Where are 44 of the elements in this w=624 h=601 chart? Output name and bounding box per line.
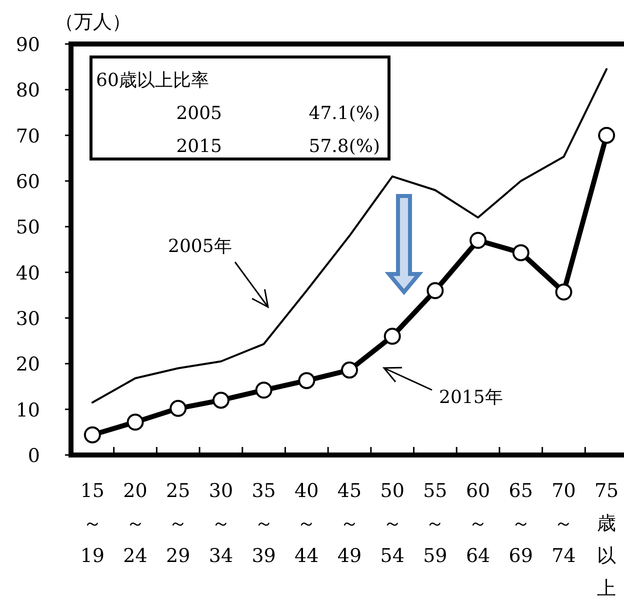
- x-tick-label: 55～59: [423, 480, 448, 567]
- annotation: 60歳以上比率: [96, 70, 209, 91]
- x-tick-label: 75歳以上: [594, 480, 619, 600]
- point: [170, 400, 187, 417]
- x-tick-label: 30～34: [208, 480, 234, 567]
- x-tick-label: 35～39: [252, 480, 276, 567]
- point: [84, 426, 101, 444]
- point: [512, 244, 530, 262]
- annotation: 2015: [176, 136, 222, 157]
- point: [426, 282, 444, 300]
- y-tick-label: 80: [16, 80, 40, 102]
- y-tick-label: 70: [16, 125, 40, 148]
- point: [341, 362, 358, 379]
- annotation: 2015年: [439, 387, 503, 408]
- y-tick-label: 0: [28, 445, 40, 467]
- y-tick-label: 90: [16, 34, 40, 56]
- y-tick-label: 40: [16, 262, 40, 284]
- y-axis-title: （万人）: [55, 11, 131, 33]
- point: [598, 126, 616, 144]
- point: [555, 283, 572, 300]
- y-tick-label: 50: [16, 216, 40, 239]
- annotation: 2005: [176, 103, 222, 124]
- x-tick-label: 40～44: [294, 480, 319, 567]
- x-tick-label: 60～64: [466, 480, 490, 567]
- annotation: 47.1(%): [308, 103, 380, 124]
- y-tick-label: 30: [16, 308, 40, 330]
- point: [126, 414, 144, 431]
- annotation: 2005年: [168, 236, 232, 257]
- x-tick-label: 15～19: [80, 480, 105, 567]
- x-tick-label: 70～74: [552, 480, 576, 567]
- x-tick-label: 20～24: [123, 480, 148, 567]
- point: [255, 382, 272, 399]
- y-tick-label: 20: [16, 354, 40, 376]
- point: [298, 372, 316, 390]
- point: [470, 232, 487, 249]
- x-tick-label: 50～54: [380, 480, 404, 567]
- x-tick-label: 65～69: [508, 480, 533, 567]
- x-tick-label: 25～29: [166, 480, 190, 567]
- x-tick-label: 45～49: [337, 480, 362, 567]
- point: [384, 328, 401, 345]
- annotation: 57.8(%): [308, 136, 380, 157]
- y-tick-label: 10: [16, 399, 40, 422]
- y-tick-label: 60: [16, 171, 40, 193]
- point: [212, 392, 230, 409]
